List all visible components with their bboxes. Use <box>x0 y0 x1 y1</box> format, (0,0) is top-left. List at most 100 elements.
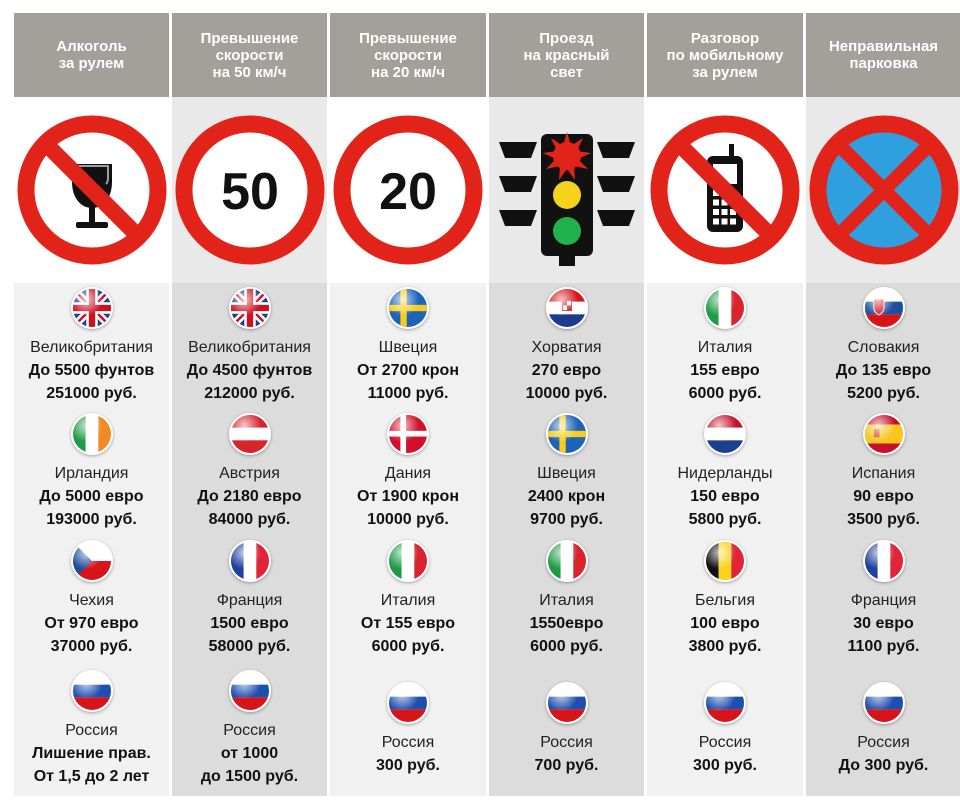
sign-cell <box>14 97 169 283</box>
fine-cell: Россия Лишение прав. От 1,5 до 2 лет <box>14 662 169 796</box>
fine-amount-rub: От 1,5 до 2 лет <box>33 768 150 785</box>
country-name: Россия <box>65 722 118 739</box>
country-name: Хорватия <box>531 339 602 356</box>
fine-amount: от 1000 <box>220 745 279 762</box>
column-header: Превышение скорости на 50 км/ч <box>172 13 327 97</box>
fine-cell: Италия От 155 евро 6000 руб. <box>330 535 486 662</box>
fine-cell: Италия 155 евро 6000 руб. <box>647 283 803 409</box>
fine-amount: От 2700 крон <box>357 362 459 379</box>
sign-cell: 50 <box>172 97 327 283</box>
country-name: Швеция <box>537 465 596 482</box>
flag-sweden-icon <box>545 413 588 455</box>
flag-slovakia-icon <box>862 287 905 329</box>
country-name: Чехия <box>69 591 114 609</box>
fine-amount-rub: 5200 руб. <box>847 385 920 402</box>
fine-cell: Швеция 2400 крон 9700 руб. <box>489 409 644 535</box>
fine-cell: Дания От 1900 крон 10000 руб. <box>330 409 486 535</box>
fine-amount: До 135 евро <box>835 362 932 379</box>
fine-cell: Словакия До 135 евро 5200 руб. <box>806 283 960 409</box>
country-name: Словакия <box>847 339 920 356</box>
fine-cell: Италия 1550евро 6000 руб. <box>489 535 644 662</box>
flag-russia-icon <box>862 681 905 724</box>
fine-amount: До 300 руб. <box>838 756 929 774</box>
country-name: Франция <box>850 591 917 609</box>
fine-amount: 2400 крон <box>527 488 606 505</box>
fine-amount-rub: 5800 руб. <box>688 511 762 528</box>
fine-amount-rub: 84000 руб. <box>208 511 291 528</box>
country-name: Россия <box>540 733 593 751</box>
country-name: Россия <box>698 733 752 751</box>
fine-amount: До 5000 евро <box>39 488 144 505</box>
fine-amount: 300 руб. <box>376 756 440 774</box>
flag-russia-icon <box>70 670 113 712</box>
flag-uk-icon <box>228 287 271 329</box>
flag-italy-icon <box>545 539 588 582</box>
fine-amount: От 1900 крон <box>357 488 459 505</box>
country-name: Италия <box>539 591 594 609</box>
fine-amount: 700 руб. <box>534 756 599 774</box>
country-name: Россия <box>223 722 276 739</box>
fine-cell: Ирландия До 5000 евро 193000 руб. <box>14 409 169 535</box>
speed-limit-number: 20 <box>379 163 437 221</box>
fine-cell: Россия 700 руб. <box>489 662 644 796</box>
country-name: Франция <box>216 591 283 609</box>
flag-denmark-icon <box>387 413 429 455</box>
flag-russia-icon <box>387 681 429 724</box>
flag-italy-icon <box>704 287 746 329</box>
fine-amount: 270 евро <box>531 362 602 379</box>
fine-amount: 150 евро <box>690 488 760 505</box>
fine-cell: Франция 1500 евро 58000 руб. <box>172 535 327 662</box>
fine-cell: Россия До 300 руб. <box>806 662 960 796</box>
fine-amount: До 5500 фунтов <box>28 362 155 379</box>
flag-spain-icon <box>862 413 905 455</box>
fine-amount-rub: 10000 руб. <box>367 511 449 528</box>
flag-ireland-icon <box>70 413 113 455</box>
fine-cell: Россия 300 руб. <box>647 662 803 796</box>
flag-russia-icon <box>228 670 271 712</box>
fine-amount-rub: 6000 руб. <box>688 385 762 402</box>
column-header: Превышение скорости на 20 км/ч <box>330 13 486 97</box>
fine-cell: Чехия От 970 евро 37000 руб. <box>14 535 169 662</box>
flag-italy-icon <box>387 539 429 582</box>
column-header-label: Неправильная парковка <box>828 38 939 72</box>
fine-amount-rub: до 1500 руб. <box>200 768 299 785</box>
flag-croatia-icon <box>545 287 588 329</box>
flag-russia-icon <box>545 681 588 724</box>
fine-amount-rub: 3800 руб. <box>688 637 762 655</box>
flag-austria-icon <box>228 413 271 455</box>
traffic-light-icon <box>498 132 635 266</box>
fine-amount: 90 евро <box>853 488 914 505</box>
speed-limit-number: 50 <box>221 163 279 221</box>
country-name: Великобритания <box>188 339 311 356</box>
flag-uk-icon <box>70 287 113 329</box>
flag-france-icon <box>862 539 905 582</box>
fine-amount-rub: 11000 руб. <box>367 385 449 402</box>
country-name: Ирландия <box>54 465 129 482</box>
country-name: Испания <box>851 465 916 482</box>
fine-amount: 30 евро <box>853 614 914 632</box>
fine-amount: 1500 евро <box>210 614 289 632</box>
speed-limit-50-icon: 50 <box>175 115 324 265</box>
fine-amount-rub: 193000 руб. <box>46 511 137 528</box>
country-name: Италия <box>697 339 753 356</box>
fine-amount: До 2180 евро <box>197 488 302 505</box>
country-name: Дания <box>384 465 432 482</box>
fine-cell: Франция 30 евро 1100 руб. <box>806 535 960 662</box>
fine-cell: Хорватия 270 евро 10000 руб. <box>489 283 644 409</box>
fine-amount: До 4500 фунтов <box>186 362 313 379</box>
country-name: Бельгия <box>695 591 755 609</box>
column-header-label: Превышение скорости на 20 км/ч <box>359 29 457 81</box>
flag-sweden-icon <box>387 287 429 329</box>
country-name: Россия <box>381 733 435 751</box>
fine-cell: Испания 90 евро 3500 руб. <box>806 409 960 535</box>
sign-cell <box>806 97 960 283</box>
fine-cell: Австрия До 2180 евро 84000 руб. <box>172 409 327 535</box>
fine-cell: Великобритания До 5500 фунтов 251000 руб. <box>14 283 169 409</box>
fine-amount-rub: 10000 руб. <box>525 385 608 402</box>
fine-amount-rub: 6000 руб. <box>371 637 445 655</box>
fine-amount: Лишение прав. <box>32 745 151 762</box>
sign-cell: 20 <box>330 97 486 283</box>
column-header-label: Проезд на красный свет <box>523 29 610 81</box>
fine-amount-rub: 58000 руб. <box>208 637 291 655</box>
country-name: Италия <box>380 591 436 609</box>
